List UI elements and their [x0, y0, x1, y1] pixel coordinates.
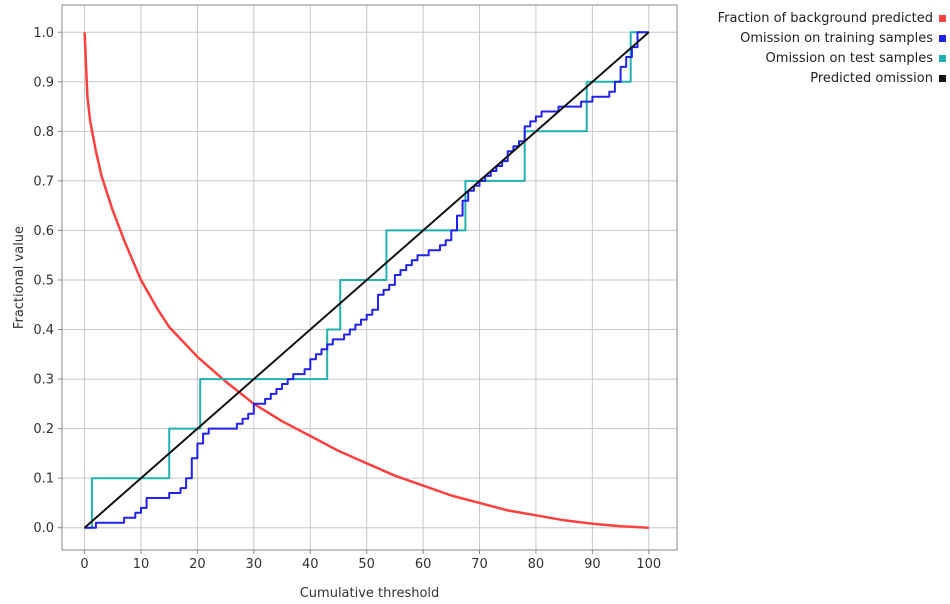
x-tick-label: 50	[358, 557, 375, 572]
y-tick-label: 0.0	[33, 521, 54, 536]
legend-swatch	[939, 34, 946, 42]
x-axis-title: Cumulative threshold	[300, 586, 440, 601]
y-tick-label: 0.8	[33, 125, 54, 140]
x-tick-label: 20	[189, 557, 206, 572]
x-tick-label: 80	[528, 557, 545, 572]
x-tick-label: 10	[133, 557, 150, 572]
x-tick-label: 60	[415, 557, 432, 572]
grid	[62, 5, 677, 550]
legend-label: Omission on training samples	[740, 30, 933, 46]
legend: Fraction of background predicted Omissio…	[668, 8, 946, 88]
legend-item: Fraction of background predicted	[668, 8, 946, 28]
y-tick-label: 0.7	[33, 174, 54, 189]
series-training-omission	[84, 31, 649, 529]
legend-item: Omission on training samples	[668, 28, 946, 48]
y-axis-title: Fractional value	[12, 226, 27, 329]
x-tick-label: 0	[80, 557, 88, 572]
x-axis-ticks: 0 10 20 30 40 50 60 70 80 90 100	[80, 550, 661, 572]
x-tick-label: 30	[246, 557, 263, 572]
y-tick-label: 0.6	[33, 224, 54, 239]
legend-item: Omission on test samples	[668, 48, 946, 68]
x-tick-label: 90	[584, 557, 601, 572]
y-tick-label: 0.3	[33, 373, 54, 388]
y-tick-label: 0.9	[33, 75, 54, 90]
legend-swatch	[939, 54, 946, 62]
x-tick-label: 100	[636, 557, 661, 572]
series-fraction-background	[83, 32, 649, 529]
y-tick-label: 0.5	[33, 273, 54, 288]
plot-area	[61, 4, 678, 551]
legend-label: Fraction of background predicted	[717, 10, 933, 26]
series-predicted-omission	[83, 31, 650, 529]
legend-label: Omission on test samples	[765, 50, 933, 66]
y-axis-ticks: 0.0 0.1 0.2 0.3 0.4 0.5 0.6 0.7 0.8 0.9 1.0	[33, 26, 62, 536]
y-tick-label: 0.1	[33, 472, 54, 487]
series-layer	[83, 31, 650, 529]
y-tick-label: 0.4	[33, 323, 54, 338]
y-tick-label: 0.2	[33, 422, 54, 437]
legend-swatch	[939, 74, 946, 82]
legend-label: Predicted omission	[810, 70, 933, 86]
y-tick-label: 1.0	[33, 26, 54, 41]
x-tick-label: 40	[302, 557, 319, 572]
x-tick-label: 70	[471, 557, 488, 572]
legend-item: Predicted omission	[668, 68, 946, 88]
legend-swatch	[939, 14, 946, 22]
